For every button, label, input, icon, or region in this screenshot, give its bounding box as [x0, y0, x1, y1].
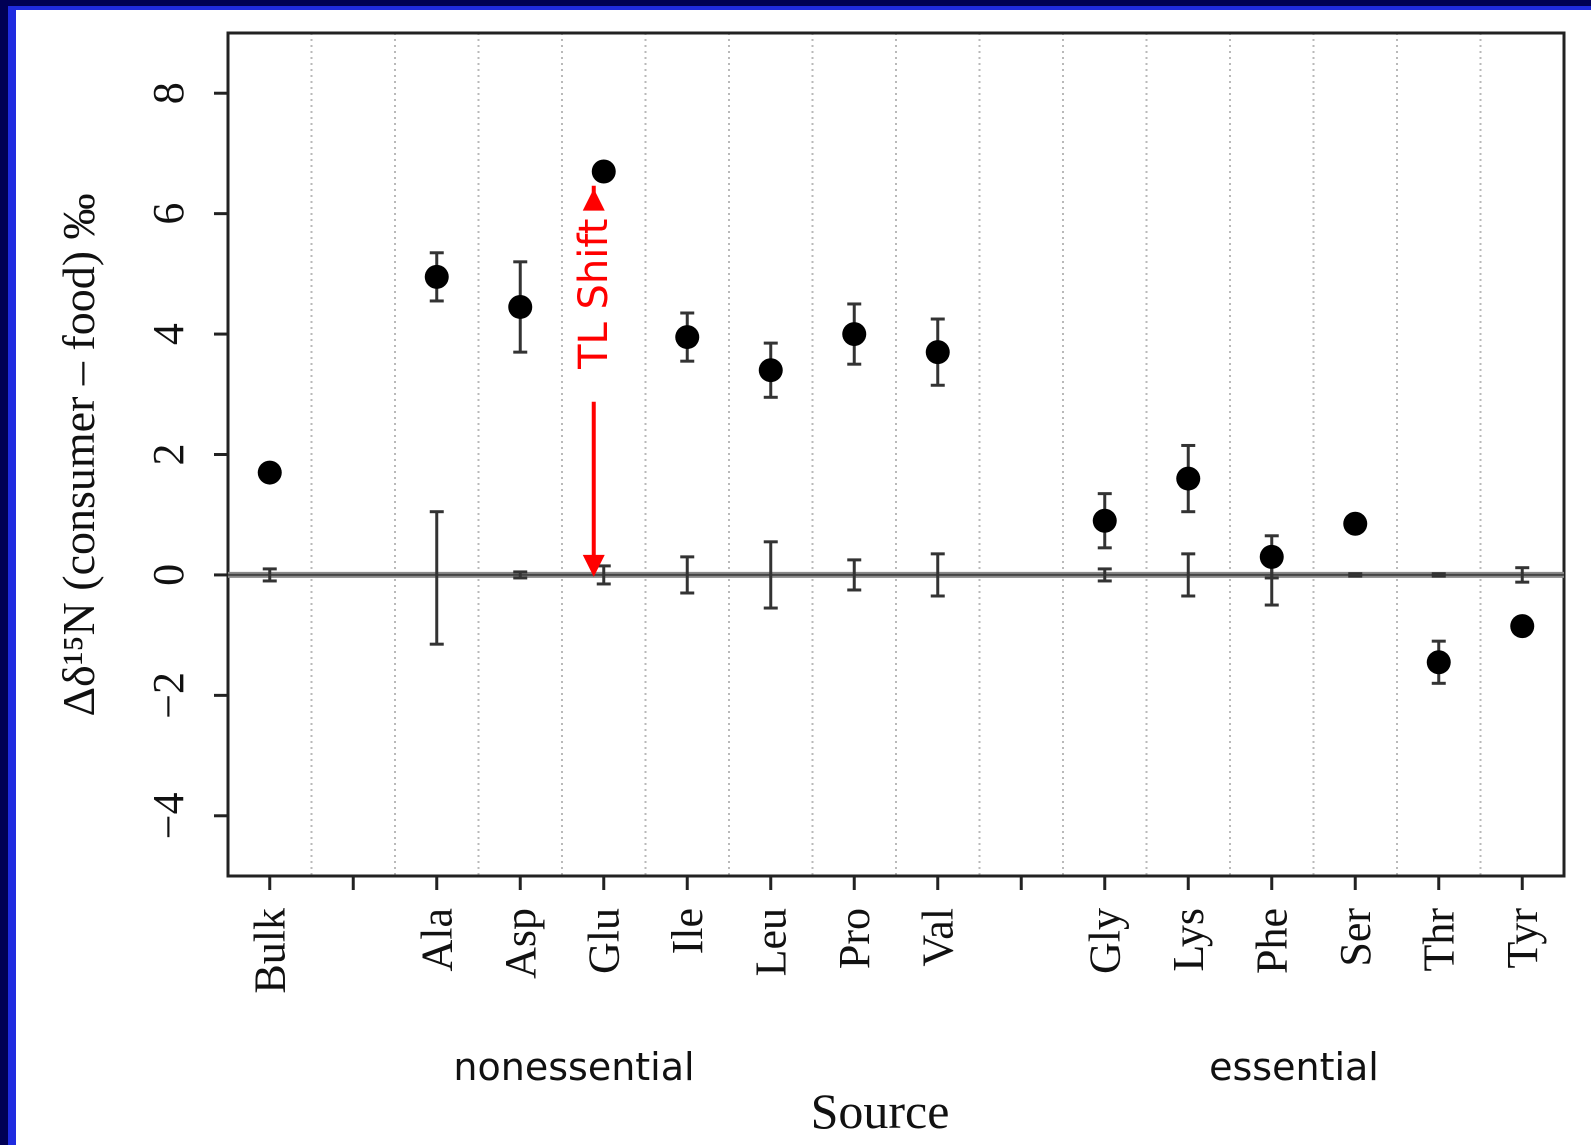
- data-point: [425, 265, 449, 289]
- food-error-bar: [1348, 574, 1362, 576]
- data-point: [258, 461, 282, 485]
- x-tick-label: Lys: [1164, 908, 1213, 972]
- x-tick-label: Leu: [746, 908, 795, 976]
- annotation-group: TL Shift: [571, 186, 617, 577]
- y-tick-label: 6: [144, 203, 193, 225]
- gridlines: [312, 33, 1481, 876]
- data-point: [592, 159, 616, 183]
- y-axis-label: Δδ¹⁵N (consumer – food) ‰: [53, 193, 104, 716]
- y-tick-label: −4: [144, 792, 193, 839]
- x-tick-label: Glu: [579, 908, 628, 974]
- x-tick-label: Tyr: [1498, 908, 1547, 969]
- data-point: [675, 325, 699, 349]
- food-error-bar: [430, 512, 444, 644]
- tl-shift-label: TL Shift: [571, 219, 617, 370]
- x-tick-label: Pro: [830, 908, 879, 969]
- x-tick-label: Ala: [412, 908, 461, 972]
- x-tick-label: Ser: [1331, 908, 1380, 967]
- food-error-bar: [1432, 574, 1446, 576]
- x-tick-label: Asp: [496, 908, 545, 979]
- data-point: [926, 340, 950, 364]
- x-tick-label: Phe: [1247, 908, 1296, 974]
- x-axis: Bulk Ala Asp Glu Ile Leu Pro Val Gly Lys Phe Ser Thr…: [245, 876, 1547, 994]
- data-point: [1427, 650, 1451, 674]
- y-tick-label: 2: [144, 444, 193, 466]
- data-point: [508, 295, 532, 319]
- x-tick-label: Bulk: [245, 908, 294, 994]
- y-tick-label: 0: [144, 564, 193, 586]
- chart-svg: −4 −2 0 2 4 6 8 Bulk Ala Asp Glu Ile Leu Pro Val Gly Ly…: [16, 10, 1591, 1145]
- y-tick-label: 4: [144, 323, 193, 345]
- x-axis-label: Source: [811, 1083, 950, 1139]
- x-tick-label: Gly: [1080, 908, 1129, 974]
- x-tick-label: Thr: [1414, 908, 1463, 972]
- y-tick-label: −2: [144, 672, 193, 719]
- tl-arrowhead-up: [583, 189, 605, 211]
- data-point: [842, 322, 866, 346]
- x-tick-label: Val: [913, 908, 962, 967]
- data-point: [1176, 467, 1200, 491]
- y-axis: −4 −2 0 2 4 6 8: [144, 82, 228, 839]
- x-tick-label: Ile: [663, 908, 712, 954]
- group-label-essential: essential: [1209, 1045, 1379, 1089]
- chart-panel: −4 −2 0 2 4 6 8 Bulk Ala Asp Glu Ile Leu Pro Val Gly Ly…: [16, 10, 1591, 1145]
- group-label-nonessential: nonessential: [453, 1045, 694, 1089]
- y-tick-label: 8: [144, 82, 193, 104]
- data-point: [1343, 512, 1367, 536]
- data-point: [759, 358, 783, 382]
- data-point: [1260, 545, 1284, 569]
- data-point: [1093, 509, 1117, 533]
- data-point: [1510, 614, 1534, 638]
